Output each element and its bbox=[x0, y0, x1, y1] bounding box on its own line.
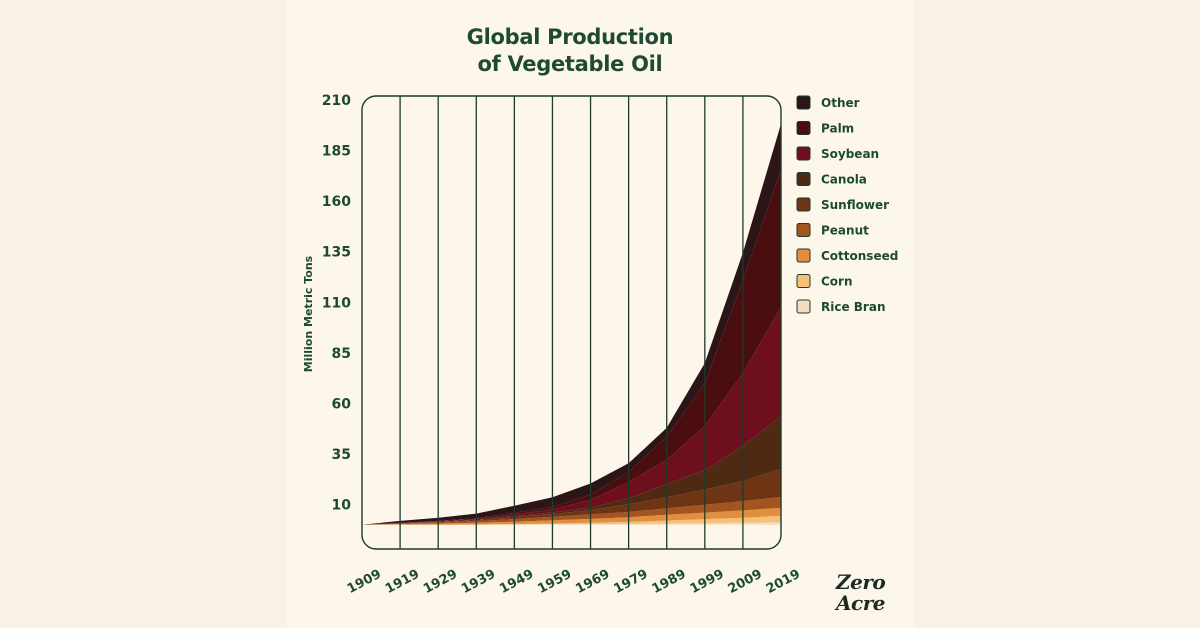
legend-item-cottonseed: Cottonseed bbox=[796, 248, 898, 263]
legend-item-peanut: Peanut bbox=[796, 223, 869, 238]
legend-item-canola: Canola bbox=[796, 172, 867, 187]
y-tick-label: 35 bbox=[332, 447, 351, 463]
legend-label: Sunflower bbox=[821, 198, 889, 212]
legend-swatch bbox=[796, 197, 811, 212]
x-tick-label: 2009 bbox=[726, 567, 765, 597]
x-tick-labels: 1909 1919 1929 1939 1949 1959 1969 1979 1989 1999… bbox=[345, 567, 803, 597]
x-tick-label: 1929 bbox=[421, 567, 460, 597]
area-series-group bbox=[362, 123, 781, 525]
legend-swatch bbox=[796, 248, 811, 263]
legend-item-soybean: Soybean bbox=[796, 146, 879, 161]
x-tick-label: 2019 bbox=[764, 567, 803, 597]
y-tick-label: 210 bbox=[322, 93, 351, 109]
legend-item-rice-bran: Rice Bran bbox=[796, 299, 886, 314]
y-tick-labels: 10 35 60 85 110 135 160 185 210 bbox=[322, 93, 351, 513]
legend-label: Rice Bran bbox=[821, 300, 886, 314]
area-rice-bran bbox=[362, 522, 781, 525]
legend-swatch bbox=[796, 146, 811, 161]
y-tick-label: 135 bbox=[322, 245, 351, 261]
legend-label: Palm bbox=[821, 122, 854, 136]
y-tick-label: 60 bbox=[332, 396, 352, 412]
plot-frame bbox=[361, 95, 782, 550]
area-corn bbox=[362, 515, 781, 525]
logo-line-1: Zero bbox=[836, 570, 886, 594]
legend-label: Corn bbox=[821, 275, 853, 289]
x-tick-label: 1959 bbox=[535, 567, 574, 597]
y-tick-label: 160 bbox=[322, 194, 351, 210]
legend-label: Canola bbox=[821, 173, 867, 187]
x-tick-label: 1969 bbox=[573, 567, 612, 597]
vertical-gridlines bbox=[399, 96, 744, 549]
legend-item-other: Other bbox=[796, 95, 860, 110]
x-tick-label: 1979 bbox=[611, 567, 650, 597]
legend-item-palm: Palm bbox=[796, 121, 854, 136]
legend-label: Cottonseed bbox=[821, 249, 898, 263]
legend: Other Palm Soybean Canola Sunflower Peanut Cot… bbox=[796, 95, 898, 314]
y-tick-label: 10 bbox=[332, 498, 352, 514]
legend-item-corn: Corn bbox=[796, 274, 853, 289]
area-sunflower bbox=[362, 468, 781, 525]
y-tick-label: 85 bbox=[332, 346, 351, 362]
legend-swatch bbox=[796, 299, 811, 314]
chart-title-line-1: Global Production bbox=[466, 25, 674, 49]
legend-item-sunflower: Sunflower bbox=[796, 197, 889, 212]
x-tick-label: 1909 bbox=[345, 567, 384, 597]
chart-title-line-2: of Vegetable Oil bbox=[477, 52, 663, 76]
area-peanut bbox=[362, 497, 781, 525]
legend-swatch bbox=[796, 121, 811, 135]
legend-swatch bbox=[796, 172, 811, 186]
logo-line-2: Acre bbox=[836, 591, 885, 615]
x-tick-label: 1989 bbox=[650, 567, 689, 597]
y-axis-label: Million Metric Tons bbox=[302, 255, 315, 372]
legend-label: Other bbox=[821, 96, 860, 110]
legend-label: Peanut bbox=[821, 224, 869, 238]
chart-title: Global Production of Vegetable Oil bbox=[400, 24, 740, 78]
area-palm bbox=[362, 169, 781, 525]
legend-swatch bbox=[796, 274, 811, 288]
area-soybean bbox=[362, 306, 781, 525]
zero-acre-logo: Zero Acre bbox=[836, 572, 908, 614]
x-tick-label: 1939 bbox=[459, 567, 498, 597]
legend-label: Soybean bbox=[821, 147, 879, 161]
legend-swatch bbox=[796, 223, 811, 237]
area-cottonseed bbox=[362, 507, 781, 525]
x-tick-label: 1919 bbox=[383, 567, 422, 597]
x-tick-label: 1949 bbox=[497, 567, 536, 597]
y-tick-label: 110 bbox=[322, 295, 351, 311]
legend-swatch bbox=[796, 95, 811, 110]
x-tick-label: 1999 bbox=[688, 567, 727, 597]
y-tick-label: 185 bbox=[322, 144, 351, 160]
